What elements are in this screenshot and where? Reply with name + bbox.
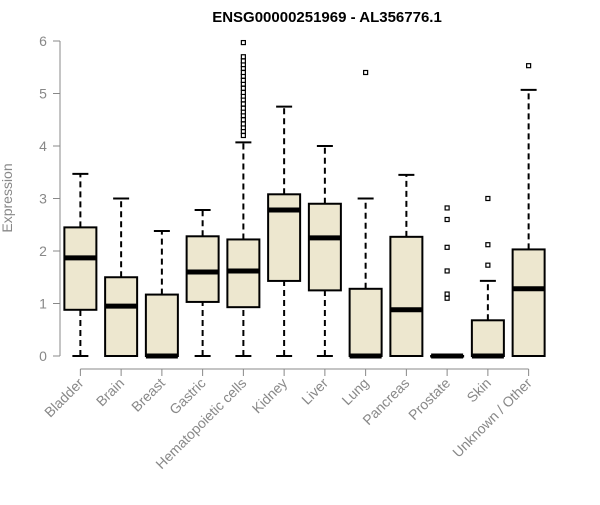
box-brain xyxy=(104,197,139,357)
x-category-label: Bladder xyxy=(41,375,87,421)
boxes-group xyxy=(63,39,546,359)
outlier-point xyxy=(363,69,369,76)
y-tick-label: 1 xyxy=(39,296,47,312)
y-tick-label: 4 xyxy=(39,138,47,154)
box-unknown-other xyxy=(511,63,546,357)
y-tick-label: 2 xyxy=(39,243,47,259)
outlier-point xyxy=(240,39,246,46)
box-gastric xyxy=(185,209,220,357)
box-prostate xyxy=(430,205,465,359)
x-category-label: Skin xyxy=(463,375,494,406)
chart-title: ENSG00000251969 - AL356776.1 xyxy=(212,9,442,26)
y-axis-label: Expression xyxy=(0,163,15,232)
box-pancreas xyxy=(389,173,424,357)
x-category-label: Kidney xyxy=(249,375,291,417)
outlier-point xyxy=(444,268,450,274)
box-iqr xyxy=(104,276,139,357)
box-lung xyxy=(348,69,383,359)
outlier-point xyxy=(240,117,246,123)
outlier-point xyxy=(444,244,450,250)
outlier-point xyxy=(240,101,246,107)
outlier-point xyxy=(444,295,450,301)
box-iqr xyxy=(511,248,546,357)
box-iqr xyxy=(470,319,505,357)
box-bladder xyxy=(63,172,98,357)
outlier-point xyxy=(240,77,246,83)
box-liver xyxy=(307,145,342,357)
box-kidney xyxy=(267,105,302,357)
x-category-label: Breast xyxy=(128,375,168,415)
box-breast xyxy=(144,230,179,359)
box-iqr xyxy=(348,287,383,357)
outlier-point xyxy=(240,54,246,60)
outlier-point xyxy=(240,58,246,64)
outlier-point xyxy=(444,216,450,223)
outlier-point xyxy=(444,291,450,297)
outlier-point xyxy=(485,195,491,202)
outlier-point xyxy=(240,105,246,111)
outlier-point xyxy=(526,63,532,69)
y-tick-label: 6 xyxy=(39,33,47,49)
outlier-point xyxy=(240,132,246,139)
y-tick-label: 0 xyxy=(39,348,47,364)
box-iqr xyxy=(63,226,98,311)
x-category-label: Liver xyxy=(298,375,331,408)
x-category-label: Brain xyxy=(93,375,127,409)
outlier-point xyxy=(240,85,246,91)
x-category-label: Prostate xyxy=(405,375,453,423)
outlier-point xyxy=(485,262,491,268)
outlier-point xyxy=(444,205,450,211)
box-iqr xyxy=(144,293,179,358)
y-tick-label: 3 xyxy=(39,191,47,207)
box-skin xyxy=(470,195,505,359)
outlier-point xyxy=(240,121,246,127)
outlier-point xyxy=(485,242,491,248)
outlier-point xyxy=(240,89,246,96)
box-hematopoietic-cells xyxy=(226,39,261,357)
box-iqr xyxy=(267,193,302,282)
box-iqr xyxy=(185,235,220,303)
box-iqr xyxy=(307,202,342,292)
outlier-point xyxy=(240,69,246,76)
x-category-label: Lung xyxy=(338,375,371,408)
y-axis: 0 1 2 3 4 5 6 xyxy=(39,33,61,364)
y-tick-label: 5 xyxy=(39,86,47,102)
box-iqr xyxy=(389,235,424,357)
